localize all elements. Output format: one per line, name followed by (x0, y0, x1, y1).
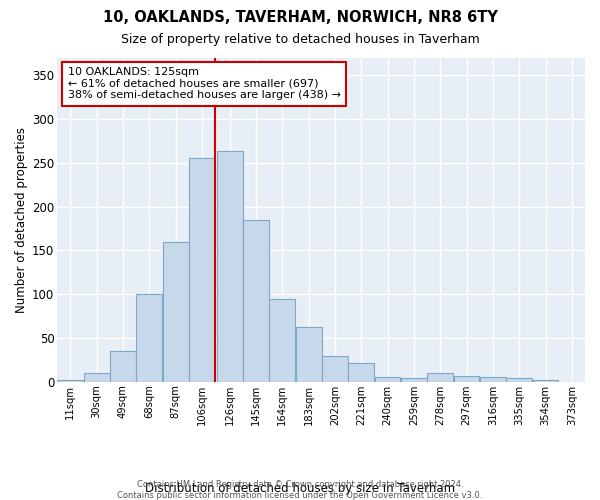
Bar (58, 380, 83, 382)
Text: Size of property relative to detached houses in Taverham: Size of property relative to detached ho… (121, 32, 479, 46)
Y-axis label: Number of detached properties: Number of detached properties (15, 126, 28, 312)
Bar (480, 378, 506, 382)
Bar (375, 378, 400, 382)
Text: Contains HM Land Registry data © Crown copyright and database right 2024.
Contai: Contains HM Land Registry data © Crown c… (118, 480, 482, 500)
Bar (110, 351, 136, 382)
Bar (454, 376, 479, 382)
Bar (84, 373, 110, 382)
Bar (217, 152, 242, 382)
Bar (136, 294, 162, 382)
Bar (296, 328, 322, 382)
Bar (401, 378, 427, 382)
Bar (189, 158, 215, 382)
Text: Distribution of detached houses by size in Taverham: Distribution of detached houses by size … (145, 482, 455, 495)
Bar (349, 364, 374, 382)
Bar (243, 220, 269, 382)
Bar (506, 378, 532, 382)
Bar (163, 242, 188, 382)
Bar (427, 373, 453, 382)
Text: 10 OAKLANDS: 125sqm
← 61% of detached houses are smaller (697)
38% of semi-detac: 10 OAKLANDS: 125sqm ← 61% of detached ho… (68, 67, 341, 100)
Bar (533, 380, 559, 382)
Bar (322, 356, 348, 382)
Bar (269, 298, 295, 382)
Text: 10, OAKLANDS, TAVERHAM, NORWICH, NR8 6TY: 10, OAKLANDS, TAVERHAM, NORWICH, NR8 6TY (103, 10, 497, 25)
